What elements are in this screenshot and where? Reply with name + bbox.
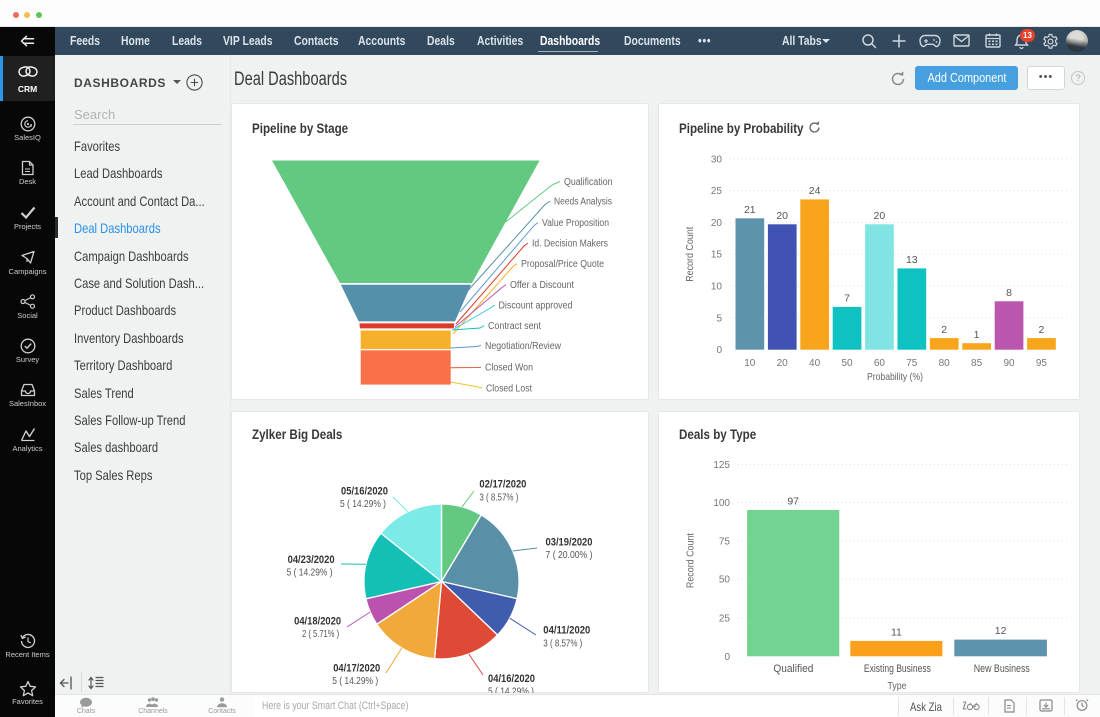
svg-text:90: 90 bbox=[1003, 358, 1015, 369]
svg-text:04/16/2020: 04/16/2020 bbox=[488, 673, 535, 685]
svg-text:20: 20 bbox=[777, 358, 789, 369]
svg-text:3 ( 8.57% ): 3 ( 8.57% ) bbox=[543, 637, 582, 649]
svg-text:40: 40 bbox=[809, 358, 821, 369]
svg-text:Value Proposition: Value Proposition bbox=[542, 218, 609, 229]
svg-text:7: 7 bbox=[844, 293, 850, 305]
svg-text:Offer a Discount: Offer a Discount bbox=[510, 280, 574, 291]
svg-text:04/11/2020: 04/11/2020 bbox=[543, 625, 590, 637]
svg-text:12: 12 bbox=[995, 625, 1007, 637]
svg-text:8: 8 bbox=[1006, 287, 1012, 299]
svg-text:25: 25 bbox=[711, 186, 723, 197]
svg-text:Discount approved: Discount approved bbox=[499, 301, 573, 312]
svg-text:85: 85 bbox=[971, 358, 983, 369]
svg-text:04/23/2020: 04/23/2020 bbox=[288, 554, 335, 566]
svg-text:0: 0 bbox=[724, 652, 730, 663]
svg-text:5 ( 14.29% ): 5 ( 14.29% ) bbox=[332, 675, 378, 687]
svg-text:1: 1 bbox=[974, 329, 980, 341]
svg-text:New Business: New Business bbox=[974, 663, 1030, 675]
svg-text:2: 2 bbox=[941, 324, 947, 336]
svg-text:15: 15 bbox=[711, 250, 723, 261]
svg-text:50: 50 bbox=[719, 575, 731, 586]
svg-text:20: 20 bbox=[776, 210, 788, 222]
svg-text:02/17/2020: 02/17/2020 bbox=[479, 479, 526, 491]
svg-text:Qualification: Qualification bbox=[564, 177, 613, 188]
svg-text:13: 13 bbox=[906, 254, 918, 266]
svg-text:5 ( 14.29% ): 5 ( 14.29% ) bbox=[488, 686, 534, 693]
svg-text:25: 25 bbox=[719, 613, 731, 624]
svg-text:11: 11 bbox=[891, 626, 902, 638]
svg-text:10: 10 bbox=[711, 282, 723, 293]
svg-text:20: 20 bbox=[711, 218, 723, 229]
svg-text:04/17/2020: 04/17/2020 bbox=[333, 663, 380, 675]
svg-text:Record Count: Record Count bbox=[684, 533, 696, 588]
svg-text:50: 50 bbox=[841, 358, 853, 369]
svg-text:75: 75 bbox=[906, 358, 918, 369]
svg-text:Closed Lost: Closed Lost bbox=[486, 383, 532, 394]
svg-text:Existing Business: Existing Business bbox=[864, 663, 931, 675]
svg-text:30: 30 bbox=[711, 154, 723, 165]
svg-text:5 ( 14.29% ): 5 ( 14.29% ) bbox=[340, 498, 386, 510]
svg-text:7 ( 20.00% ): 7 ( 20.00% ) bbox=[546, 549, 593, 561]
svg-text:Type: Type bbox=[888, 680, 907, 692]
svg-text:03/19/2020: 03/19/2020 bbox=[546, 536, 593, 548]
svg-text:Closed Won: Closed Won bbox=[485, 363, 533, 374]
svg-text:24: 24 bbox=[809, 185, 821, 197]
svg-text:Probability (%): Probability (%) bbox=[867, 371, 923, 383]
svg-text:75: 75 bbox=[719, 536, 731, 547]
svg-text:95: 95 bbox=[1036, 358, 1048, 369]
svg-text:100: 100 bbox=[713, 498, 730, 509]
svg-text:10: 10 bbox=[744, 358, 756, 369]
svg-text:3 ( 8.57% ): 3 ( 8.57% ) bbox=[479, 491, 518, 503]
svg-text:2: 2 bbox=[1038, 324, 1044, 336]
svg-text:125: 125 bbox=[713, 460, 730, 471]
svg-text:21: 21 bbox=[744, 204, 756, 216]
svg-text:5: 5 bbox=[716, 313, 722, 324]
svg-text:04/18/2020: 04/18/2020 bbox=[294, 616, 341, 628]
svg-text:Proposal/Price Quote: Proposal/Price Quote bbox=[521, 259, 604, 270]
svg-text:05/16/2020: 05/16/2020 bbox=[341, 486, 388, 498]
svg-text:80: 80 bbox=[939, 358, 951, 369]
svg-text:Record Count: Record Count bbox=[684, 227, 696, 282]
svg-text:Qualified: Qualified bbox=[773, 663, 813, 675]
svg-text:0: 0 bbox=[716, 345, 722, 356]
svg-text:60: 60 bbox=[874, 358, 886, 369]
svg-text:20: 20 bbox=[874, 210, 886, 222]
svg-text:Negotiation/Review: Negotiation/Review bbox=[485, 341, 562, 352]
svg-text:5 ( 14.29% ): 5 ( 14.29% ) bbox=[287, 566, 333, 578]
svg-text:Contract sent: Contract sent bbox=[488, 321, 541, 332]
svg-text:Id. Decision Makers: Id. Decision Makers bbox=[532, 239, 608, 250]
svg-text:Needs Analysis: Needs Analysis bbox=[554, 197, 612, 208]
svg-text:97: 97 bbox=[787, 496, 799, 508]
svg-text:2 ( 5.71% ): 2 ( 5.71% ) bbox=[302, 628, 339, 640]
